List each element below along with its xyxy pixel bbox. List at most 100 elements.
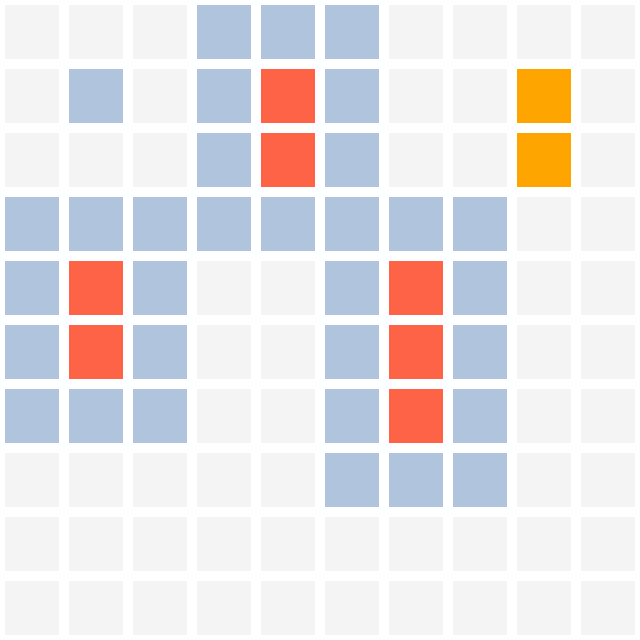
cell-miss [325, 197, 379, 251]
cell-empty[interactable] [325, 581, 379, 635]
cell-empty[interactable] [581, 325, 635, 379]
cell-empty[interactable] [517, 453, 571, 507]
cell-miss [69, 197, 123, 251]
cell-miss [197, 197, 251, 251]
cell-empty[interactable] [133, 133, 187, 187]
cell-empty[interactable] [389, 517, 443, 571]
cell-miss [325, 389, 379, 443]
cell-empty[interactable] [581, 261, 635, 315]
cell-empty[interactable] [453, 581, 507, 635]
cell-empty[interactable] [69, 581, 123, 635]
cell-empty[interactable] [581, 133, 635, 187]
cell-empty[interactable] [517, 5, 571, 59]
cell-miss [197, 69, 251, 123]
cell-empty[interactable] [517, 389, 571, 443]
cell-miss [5, 197, 59, 251]
cell-empty[interactable] [5, 5, 59, 59]
cell-empty[interactable] [517, 581, 571, 635]
cell-empty[interactable] [69, 133, 123, 187]
cell-empty[interactable] [325, 517, 379, 571]
cell-miss [133, 389, 187, 443]
cell-miss [453, 197, 507, 251]
cell-empty[interactable] [133, 5, 187, 59]
cell-empty[interactable] [197, 261, 251, 315]
cell-miss [325, 261, 379, 315]
cell-empty[interactable] [133, 69, 187, 123]
cell-miss [325, 133, 379, 187]
cell-empty[interactable] [581, 197, 635, 251]
cell-sunk [69, 261, 123, 315]
cell-miss [261, 5, 315, 59]
cell-miss [453, 389, 507, 443]
cell-hit [517, 69, 571, 123]
cell-miss [389, 197, 443, 251]
cell-empty[interactable] [389, 69, 443, 123]
cell-empty[interactable] [453, 133, 507, 187]
cell-empty[interactable] [453, 69, 507, 123]
cell-miss [325, 325, 379, 379]
cell-sunk [389, 325, 443, 379]
cell-empty[interactable] [517, 517, 571, 571]
cell-hit [517, 133, 571, 187]
cell-empty[interactable] [133, 581, 187, 635]
cell-empty[interactable] [261, 517, 315, 571]
cell-empty[interactable] [197, 581, 251, 635]
cell-empty[interactable] [69, 517, 123, 571]
cell-miss [261, 197, 315, 251]
cell-empty[interactable] [69, 5, 123, 59]
cell-empty[interactable] [69, 453, 123, 507]
cell-empty[interactable] [261, 453, 315, 507]
cell-empty[interactable] [389, 5, 443, 59]
cell-empty[interactable] [261, 261, 315, 315]
cell-empty[interactable] [581, 5, 635, 59]
cell-empty[interactable] [133, 453, 187, 507]
cell-miss [389, 453, 443, 507]
cell-empty[interactable] [197, 325, 251, 379]
cell-empty[interactable] [133, 517, 187, 571]
cell-sunk [389, 261, 443, 315]
cell-miss [325, 5, 379, 59]
cell-miss [197, 5, 251, 59]
cell-empty[interactable] [517, 197, 571, 251]
cell-miss [197, 133, 251, 187]
cell-empty[interactable] [197, 453, 251, 507]
cell-miss [133, 261, 187, 315]
cell-empty[interactable] [453, 5, 507, 59]
cell-empty[interactable] [5, 517, 59, 571]
cell-empty[interactable] [453, 517, 507, 571]
cell-miss [453, 453, 507, 507]
cell-miss [453, 261, 507, 315]
cell-sunk [389, 389, 443, 443]
cell-miss [133, 325, 187, 379]
cell-empty[interactable] [581, 581, 635, 635]
cell-empty[interactable] [261, 389, 315, 443]
cell-empty[interactable] [197, 389, 251, 443]
cell-miss [5, 261, 59, 315]
cell-miss [5, 389, 59, 443]
cell-empty[interactable] [581, 517, 635, 571]
cell-empty[interactable] [517, 325, 571, 379]
cell-empty[interactable] [197, 517, 251, 571]
cell-empty[interactable] [5, 581, 59, 635]
cell-miss [69, 389, 123, 443]
cell-sunk [261, 69, 315, 123]
cell-empty[interactable] [389, 133, 443, 187]
cell-miss [325, 453, 379, 507]
cell-empty[interactable] [581, 453, 635, 507]
cell-miss [5, 325, 59, 379]
cell-miss [69, 69, 123, 123]
cell-empty[interactable] [5, 453, 59, 507]
cell-empty[interactable] [5, 69, 59, 123]
cell-empty[interactable] [581, 69, 635, 123]
cell-miss [325, 69, 379, 123]
cell-empty[interactable] [517, 261, 571, 315]
cell-empty[interactable] [261, 581, 315, 635]
cell-empty[interactable] [5, 133, 59, 187]
cell-empty[interactable] [389, 581, 443, 635]
cell-miss [133, 197, 187, 251]
cell-sunk [261, 133, 315, 187]
cell-empty[interactable] [261, 325, 315, 379]
cell-empty[interactable] [581, 389, 635, 443]
cell-miss [453, 325, 507, 379]
